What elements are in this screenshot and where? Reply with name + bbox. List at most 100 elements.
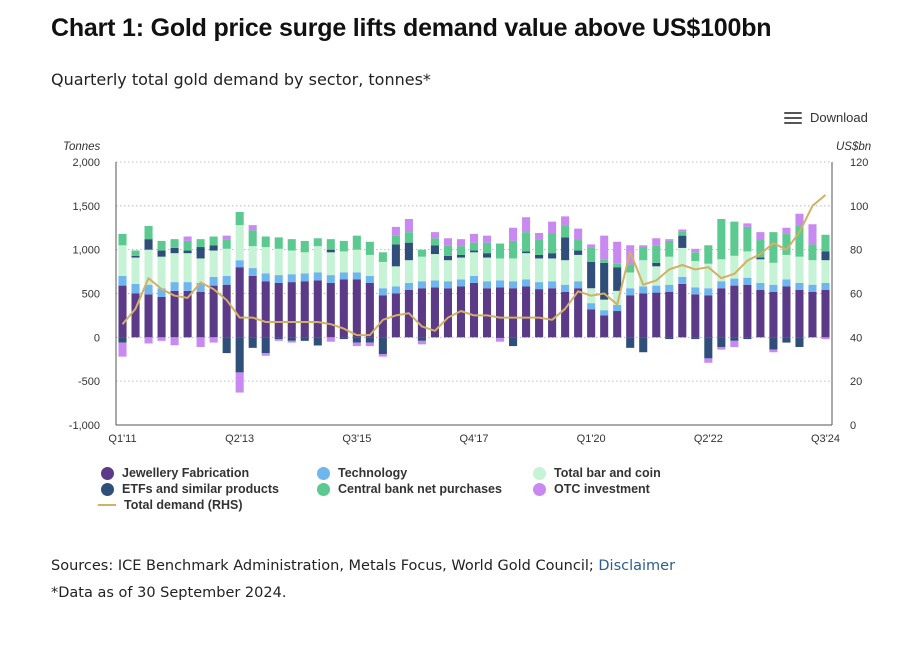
bar-segment	[378, 337, 387, 354]
legend-jewellery[interactable]: Jewellery Fabrication	[101, 466, 249, 480]
bar-segment	[313, 238, 322, 247]
bar-segment	[821, 260, 830, 283]
bar-segment	[443, 288, 452, 338]
bar-segment	[482, 235, 492, 243]
bar-segment	[378, 288, 387, 296]
bar-segment	[456, 279, 466, 287]
bar-segment	[378, 353, 387, 357]
bar-segment	[587, 261, 596, 289]
bar-segment	[730, 285, 739, 338]
disclaimer-link[interactable]: Disclaimer	[598, 558, 676, 574]
y2-tick-label: 120	[850, 157, 868, 169]
x-tick-label: Q1'11	[108, 433, 136, 445]
y-tick-label: -500	[78, 376, 100, 388]
bar-segment	[535, 289, 544, 338]
bar-segment	[326, 337, 335, 342]
bar-segment	[261, 337, 270, 354]
bar-segment	[717, 337, 726, 347]
bar-segment	[522, 253, 531, 280]
x-tick-label: Q4'17	[459, 433, 488, 445]
bar-segment	[222, 239, 231, 249]
bar-segment	[443, 281, 452, 289]
bar-segment	[456, 254, 466, 258]
bar-segment	[144, 337, 153, 344]
bar-segment	[756, 259, 765, 283]
bar-segment	[496, 287, 505, 338]
bar-segment	[170, 290, 179, 338]
bar-segment	[144, 225, 153, 240]
bar-segment	[248, 225, 257, 231]
y-tick-label: 1,000	[72, 245, 100, 257]
bar-segment	[391, 244, 400, 267]
bar-segment	[339, 272, 348, 280]
bar-segment	[118, 337, 127, 343]
bar-segment	[626, 288, 635, 296]
x-tick-label: Q2'22	[694, 433, 723, 445]
bar-segment	[469, 233, 479, 243]
bar-segment	[274, 337, 283, 340]
bar-segment	[769, 284, 778, 292]
bar-segment	[704, 337, 713, 359]
legend-bar-coin[interactable]: Total bar and coin	[533, 466, 661, 480]
bar-segment	[261, 273, 270, 282]
bar-segment	[613, 304, 622, 312]
y2-tick-label: 80	[850, 245, 862, 257]
bar-segment	[730, 278, 739, 286]
bar-segment	[378, 252, 387, 262]
bar-segment	[209, 276, 218, 286]
bar-segment	[717, 346, 726, 350]
bar-segment	[730, 337, 739, 341]
bar-segment	[626, 295, 635, 338]
download-button[interactable]: Download	[784, 110, 868, 125]
legend-total-demand[interactable]: Total demand (RHS)	[98, 498, 243, 512]
bar-segment	[183, 240, 192, 251]
bar-segment	[743, 251, 752, 278]
bar-segment	[535, 258, 544, 283]
bar-segment	[417, 256, 426, 282]
bar-segment	[183, 290, 192, 338]
legend-technology[interactable]: Technology	[317, 466, 407, 480]
bar-segment	[365, 282, 374, 338]
bar-segment	[717, 218, 726, 260]
bar-segment	[639, 245, 648, 248]
bar-segment	[222, 235, 231, 240]
bar-segment	[756, 240, 765, 258]
bar-segment	[587, 244, 596, 248]
y-tick-label: 1,500	[72, 201, 100, 213]
bar-segment	[118, 285, 127, 338]
bar-segment	[717, 259, 726, 282]
legend-otc[interactable]: OTC investment	[533, 482, 650, 496]
bar-segment	[248, 337, 257, 348]
bar-segment	[469, 282, 479, 338]
bar-segment	[561, 216, 570, 226]
bar-segment	[183, 282, 192, 291]
bar-segment	[287, 340, 296, 343]
bar-segment	[131, 257, 140, 284]
bar-segment	[652, 262, 661, 267]
right-axis-title: US$bn	[836, 141, 871, 153]
legend-etfs[interactable]: ETFs and similar products	[101, 482, 279, 496]
bar-segment	[600, 235, 609, 260]
bar-segment	[352, 235, 361, 250]
bar-segment	[652, 238, 661, 246]
bar-segment	[652, 285, 661, 293]
bar-segment	[756, 282, 765, 290]
bar-segment	[365, 254, 374, 276]
legend-central-bank[interactable]: Central bank net purchases	[317, 482, 502, 496]
bar-segment	[665, 284, 674, 292]
bar-segment	[352, 272, 361, 280]
bar-segment	[248, 230, 257, 247]
bar-segment	[326, 249, 335, 253]
bar-segment	[587, 303, 596, 310]
bar-segment	[274, 248, 283, 276]
bar-segment	[118, 342, 127, 357]
bar-segment	[391, 235, 400, 245]
bar-segment	[509, 337, 518, 347]
bar-segment	[548, 288, 557, 338]
bar-segment	[235, 372, 244, 393]
bar-segment	[131, 283, 140, 294]
bar-segment	[430, 232, 439, 239]
bar-segment	[456, 246, 466, 255]
bar-segment	[261, 247, 270, 274]
bar-segment	[496, 337, 505, 339]
